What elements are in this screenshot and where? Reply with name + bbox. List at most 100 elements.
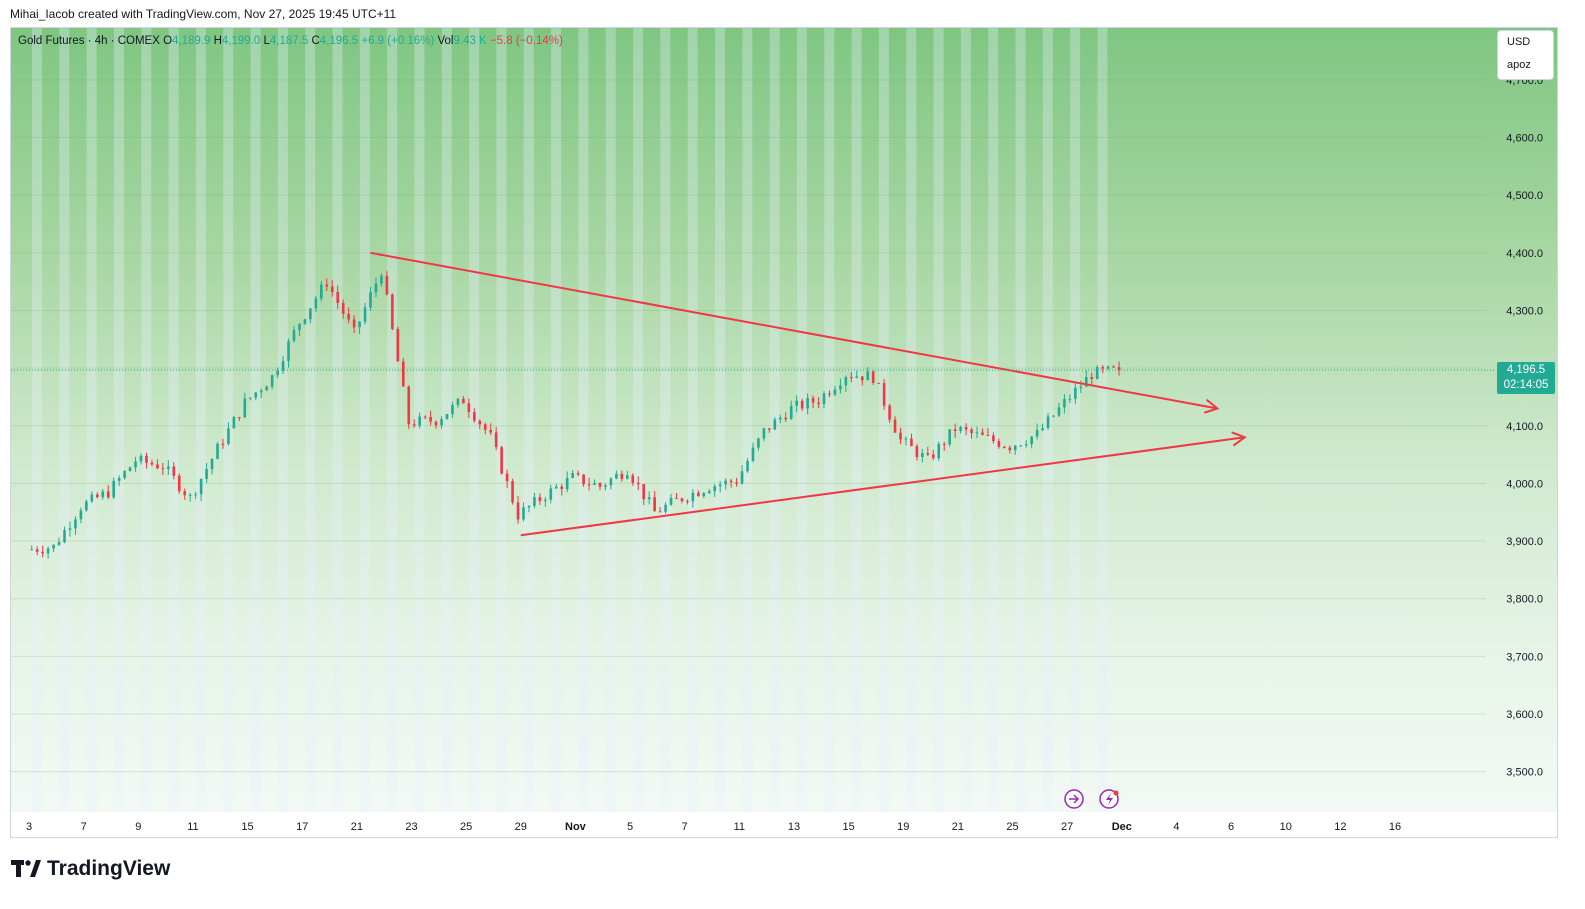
close-label: C bbox=[311, 35, 320, 47]
y-tick-label: 3,800.0 bbox=[1506, 594, 1543, 606]
candle-body bbox=[467, 403, 471, 413]
candle-body bbox=[942, 443, 946, 445]
candle-body bbox=[1030, 436, 1033, 445]
candle-body bbox=[718, 484, 722, 487]
candle-body bbox=[74, 519, 77, 529]
candle-body bbox=[96, 494, 99, 498]
candle-body bbox=[560, 486, 564, 490]
candle-body bbox=[1084, 377, 1088, 387]
session-stripe bbox=[359, 28, 370, 812]
candle-body bbox=[177, 475, 181, 492]
y-tick-label: 4,100.0 bbox=[1506, 421, 1543, 433]
candle-body bbox=[975, 432, 979, 434]
candle-body bbox=[1024, 444, 1028, 446]
x-tick-label: 7 bbox=[81, 821, 87, 833]
session-stripe bbox=[332, 28, 343, 812]
candle-body bbox=[899, 432, 902, 440]
session-stripe bbox=[988, 28, 999, 812]
currency-selector[interactable]: USD apoz bbox=[1497, 30, 1554, 80]
session-stripe bbox=[687, 28, 698, 812]
candle-body bbox=[52, 544, 55, 549]
close-value: 4,196.5 bbox=[319, 35, 359, 47]
resistance-trendline[interactable] bbox=[370, 251, 1218, 410]
candle-body bbox=[779, 417, 782, 420]
low-value: 4,187.5 bbox=[269, 35, 309, 47]
candle-body bbox=[412, 424, 416, 426]
candle-body bbox=[1019, 445, 1023, 447]
candle-body bbox=[325, 284, 329, 287]
indicator-label[interactable]: apoz bbox=[1507, 59, 1531, 71]
candle-body bbox=[800, 400, 804, 409]
candle-body bbox=[549, 488, 553, 500]
x-tick-label: 19 bbox=[897, 821, 909, 833]
x-tick-label: 13 bbox=[788, 821, 800, 833]
y-tick-label: 3,700.0 bbox=[1506, 651, 1543, 663]
candle-body bbox=[828, 393, 831, 395]
candle-body bbox=[1003, 446, 1006, 448]
arrow-right-icon bbox=[1069, 794, 1080, 804]
candle-body bbox=[489, 429, 493, 433]
candle-body bbox=[429, 416, 432, 422]
candle-body bbox=[63, 529, 66, 543]
symbol-legend: Gold Futures · 4h · COMEX O4,189.9 H4,19… bbox=[18, 35, 563, 47]
candle-body bbox=[522, 507, 525, 520]
session-stripe bbox=[715, 28, 725, 812]
candle-body bbox=[686, 501, 689, 503]
candle-body bbox=[287, 340, 290, 362]
candle-body bbox=[669, 497, 673, 505]
session-stripe bbox=[633, 28, 644, 812]
candle-body bbox=[254, 392, 258, 398]
x-tick-label: 17 bbox=[296, 821, 308, 833]
candle-body bbox=[145, 455, 148, 463]
candle-body bbox=[582, 474, 585, 485]
candle-body bbox=[768, 428, 771, 430]
candle-body bbox=[740, 471, 744, 484]
session-stripe bbox=[59, 28, 70, 812]
session-stripe bbox=[742, 28, 753, 812]
bar-countdown: 02:14:05 bbox=[1503, 379, 1549, 392]
candle-body bbox=[183, 491, 187, 496]
candle-body bbox=[210, 459, 214, 469]
candle-body bbox=[462, 398, 465, 404]
x-tick-label: 25 bbox=[1006, 821, 1018, 833]
candle-body bbox=[401, 361, 405, 387]
candle-body bbox=[724, 480, 727, 485]
symbol-title[interactable]: Gold Futures · 4h · COMEX bbox=[18, 35, 160, 47]
candle-body bbox=[259, 390, 263, 393]
candle-body bbox=[544, 499, 547, 502]
candle-body bbox=[265, 386, 268, 391]
candle-body bbox=[30, 549, 34, 551]
candle-body bbox=[396, 328, 400, 362]
candle-body bbox=[915, 446, 919, 457]
y-tick-label: 4,300.0 bbox=[1506, 305, 1543, 317]
candle-body bbox=[117, 478, 121, 481]
candle-body bbox=[156, 464, 159, 469]
y-tick-label: 3,500.0 bbox=[1506, 767, 1543, 779]
session-stripe bbox=[960, 28, 971, 812]
candle-body bbox=[511, 481, 514, 503]
candle-body bbox=[483, 424, 487, 430]
x-tick-label: 3 bbox=[26, 821, 32, 833]
candle-body bbox=[68, 528, 72, 530]
candle-body bbox=[593, 483, 596, 485]
resistance-arrowhead bbox=[1203, 398, 1220, 414]
candle-body bbox=[445, 414, 449, 420]
candle-body bbox=[626, 475, 629, 479]
chart-container[interactable]: 3,500.0 3,600.0 3,700.0 3,800.0 3,900.0 4,000… bbox=[10, 27, 1558, 838]
candle-body bbox=[451, 404, 454, 415]
candle-body bbox=[194, 494, 197, 496]
support-trendline[interactable] bbox=[520, 436, 1245, 537]
session-stripe bbox=[878, 28, 889, 812]
currency-label[interactable]: USD bbox=[1507, 36, 1531, 48]
tradingview-logo[interactable]: TradingView bbox=[11, 857, 170, 881]
candle-body bbox=[385, 275, 389, 295]
candle-body bbox=[150, 462, 154, 465]
price-chart[interactable]: 3,500.0 3,600.0 3,700.0 3,800.0 3,900.0 4,000… bbox=[11, 28, 1558, 838]
candle-body bbox=[292, 330, 296, 341]
candle-body bbox=[85, 501, 88, 511]
session-stripe bbox=[1097, 28, 1108, 812]
session-stripe bbox=[113, 28, 124, 812]
last-price-tag: 4,196.5 02:14:05 bbox=[1497, 362, 1555, 395]
candle-body bbox=[243, 398, 247, 418]
candle-body bbox=[773, 419, 777, 430]
